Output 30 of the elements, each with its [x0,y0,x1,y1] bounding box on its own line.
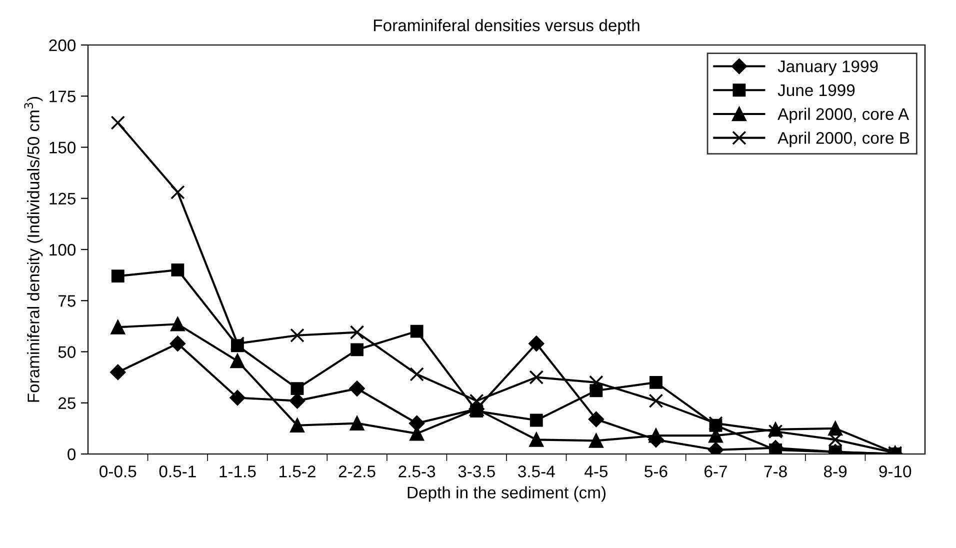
x-tick-label: 0.5-1 [159,466,196,478]
y-tick-label: 125 [50,192,76,205]
legend-label: June 1999 [778,84,855,96]
x-tick-label: 1-1.5 [220,466,256,478]
legend-label: April 2000, core A [778,108,910,124]
x-tick-label: 1.5-2 [280,466,316,478]
y-tick-label: 0 [68,448,76,460]
x-tick-label: 8-9 [824,466,847,478]
x-axis-title: Depth in the sediment (cm) [408,486,606,502]
x-tick-label: 5-6 [644,466,668,478]
x-tick-label: 9-10 [879,466,912,478]
x-tick-label: 7-8 [764,466,787,478]
x-tick-label: 2-2.5 [338,466,376,478]
y-tick-label: 50 [58,346,76,358]
x-tick-label: 6-7 [704,466,727,478]
y-tick-label: 175 [50,90,76,102]
y-tick-label: 150 [50,142,76,154]
y-tick-label: 75 [58,295,76,307]
y-tick-label: 100 [50,244,76,256]
x-tick-label: 4-5 [584,466,608,478]
y-axis-title: Foraminiferal density (Individuals/50 cm$^{3}$) [24,96,43,402]
x-tick-label: 0-0.5 [100,466,136,478]
y-tick-label: 25 [58,397,76,410]
legend-label: January 1999 [778,60,878,76]
legend-label: April 2000, core B [778,132,910,148]
chart-title: Foraminiferal densities versus depth [374,19,640,35]
x-tick-label: 3.5-4 [518,466,555,478]
x-tick-label: 2.5-3 [398,466,436,478]
y-tick-label: 200 [49,39,76,52]
x-tick-label: 3-3.5 [458,466,495,478]
